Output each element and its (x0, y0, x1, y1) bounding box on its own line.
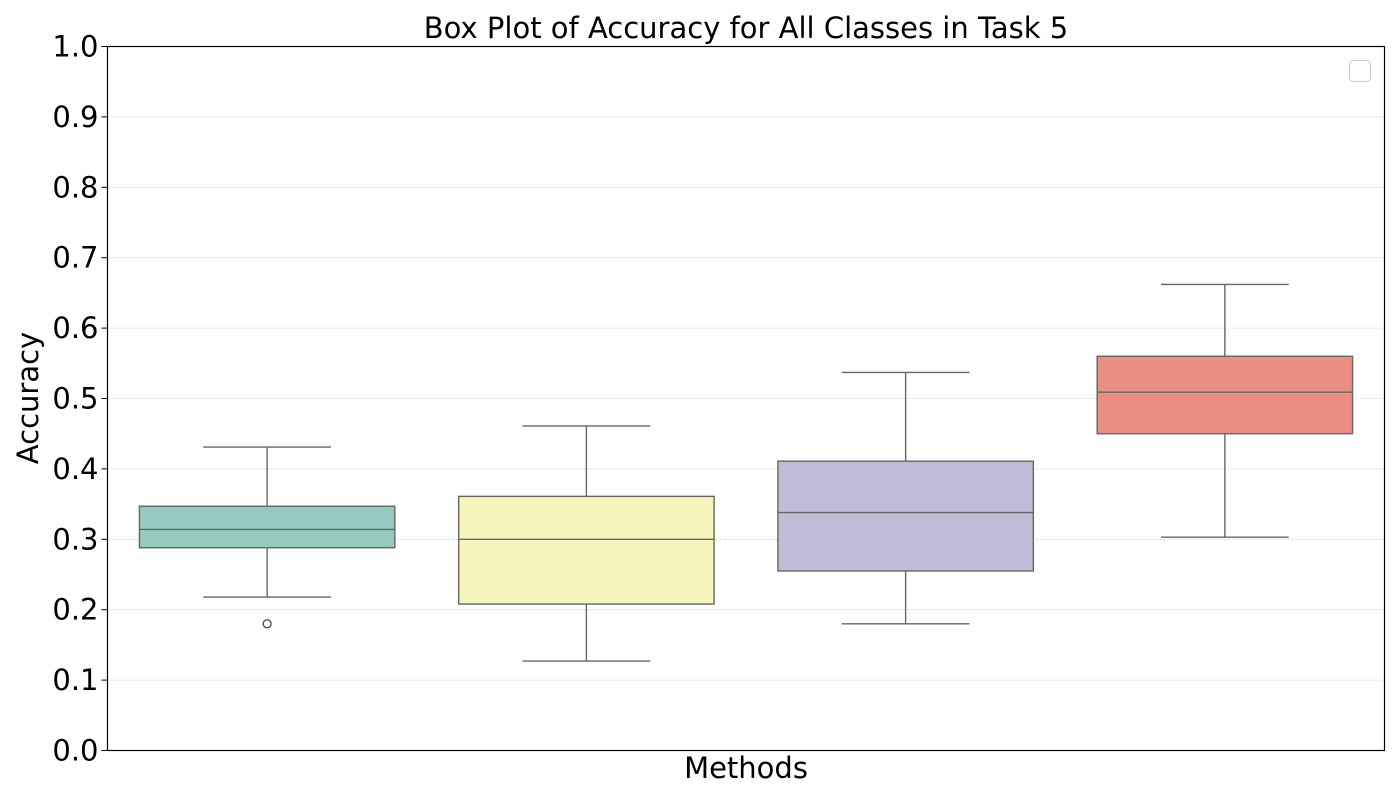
y-tick-label: 0.7 (52, 241, 98, 275)
y-tick-label: 0.2 (52, 593, 98, 627)
y-tick-label: 0.5 (52, 382, 98, 416)
iqr-box (457, 495, 715, 605)
y-tick-label: 0.1 (52, 663, 98, 697)
legend-box (1349, 60, 1371, 82)
y-tick-label: 0.0 (52, 734, 98, 768)
box-3 (777, 371, 1035, 625)
box-1 (138, 446, 396, 629)
y-tick-label: 1.0 (52, 30, 98, 64)
box-series (138, 283, 1354, 662)
x-axis-label: Methods (684, 751, 808, 785)
y-tick-label: 0.3 (52, 522, 98, 556)
iqr-box (777, 460, 1035, 572)
y-tick-label: 0.9 (52, 100, 98, 134)
y-axis-label: Accuracy (11, 332, 45, 464)
iqr-box (138, 505, 396, 549)
iqr-box (1096, 355, 1354, 435)
y-axis: 0.0 0.1 0.2 0.3 0.4 0.5 0.6 0.7 0.8 0.9 1.0 (52, 30, 108, 768)
chart-title: Box Plot of Accuracy for All Classes in … (424, 11, 1068, 45)
box-2 (457, 425, 715, 662)
y-tick-label: 0.6 (52, 311, 98, 345)
y-tick-label: 0.4 (52, 452, 98, 486)
outlier-point (262, 619, 272, 629)
y-tick-label: 0.8 (52, 170, 98, 204)
box-4 (1096, 283, 1354, 538)
